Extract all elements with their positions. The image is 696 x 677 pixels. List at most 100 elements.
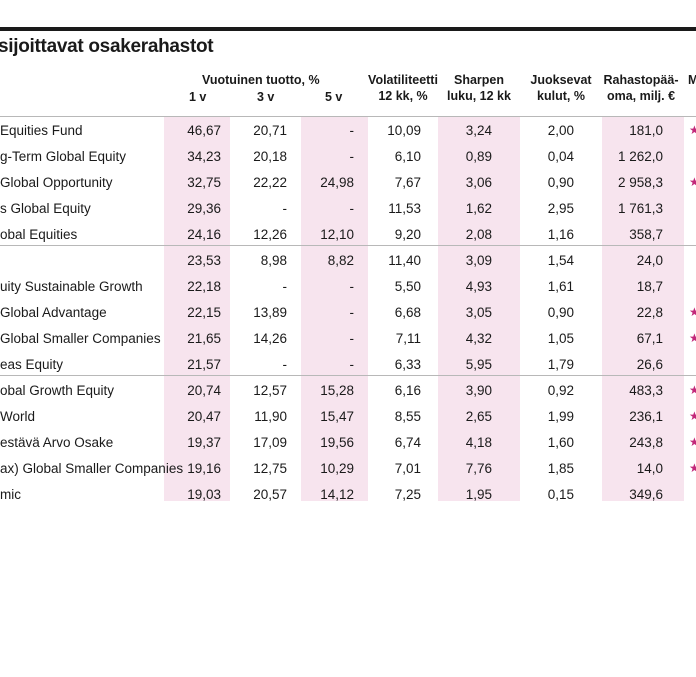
header-fees: Juoksevat kulut, % [520,72,602,104]
cell-y1: 20,47 [187,409,221,424]
cell-y1: 21,65 [187,331,221,346]
table-row: eas Equity 21,57 - - 6,33 5,95 1,79 26,6 [0,352,696,378]
cell-assets: 236,1 [629,409,663,424]
cell-sharpe: 2,65 [465,409,492,424]
rating-star-icon: ★ [689,409,696,423]
rating-star-icon: ★ [689,123,696,137]
cell-fees: 0,04 [547,149,574,164]
header-assets-line2: oma, milj. € [606,89,676,103]
cell-fees: 0,90 [547,175,574,190]
cell-y1: 34,23 [187,149,221,164]
cell-vol: 6,68 [394,305,421,320]
cell-y5: 14,12 [320,487,354,502]
cell-assets: 1 761,3 [617,201,663,216]
shade-assets [602,117,684,501]
cell-y5: - [349,149,355,164]
cell-name: Global Opportunity [0,175,113,190]
cell-assets: 483,3 [629,383,663,398]
cell-y3: - [282,201,288,216]
header-return-group: Vuotuinen tuotto, % [202,73,320,87]
header-fees-line2: kulut, % [537,89,585,103]
shade-sharpe [438,117,520,501]
header-volatility-line2: 12 kk, % [378,89,428,103]
cell-fees: 1,05 [547,331,574,346]
cell-name: World [0,409,36,424]
cell-sharpe: 3,05 [465,305,492,320]
header-sharpe-line1: Sharpen [453,73,504,87]
cell-fees: 1,54 [547,253,574,268]
cell-y3: 12,57 [253,383,287,398]
shade-5v [301,117,368,501]
cell-y1: 19,16 [187,461,221,476]
cell-name: uity Sustainable Growth [0,279,143,294]
table-row: Global Opportunity 32,75 22,22 24,98 7,67 3,0… [0,170,696,196]
table-row: obal Growth Equity 20,74 12,57 15,28 6,16 3,9… [0,378,696,404]
header-fees-line1: Juoksevat [530,73,592,87]
cell-y1: 29,36 [187,201,221,216]
table-row: obal Equities 24,16 12,26 12,10 9,20 2,08 1,16… [0,222,696,248]
cell-sharpe: 3,06 [465,175,492,190]
cell-fees: 1,60 [547,435,574,450]
cell-fees: 2,95 [547,201,574,216]
cell-vol: 11,40 [388,253,421,268]
cell-y1: 19,03 [187,487,221,502]
cell-fees: 0,92 [547,383,574,398]
cell-vol: 8,55 [394,409,421,424]
header-3v: 3 v [257,90,275,104]
table-row: Equities Fund 46,67 20,71 - 10,09 3,24 2,00 181… [0,118,696,144]
cell-assets: 24,0 [636,253,663,268]
cell-y3: 17,09 [253,435,287,450]
cell-vol: 7,25 [394,487,421,502]
cell-vol: 7,11 [395,331,421,346]
cell-sharpe: 5,95 [465,357,492,372]
cell-fees: 1,85 [547,461,574,476]
cell-vol: 11,53 [388,201,421,216]
cell-assets: 67,1 [636,331,663,346]
cell-name: obal Equities [0,227,78,242]
cell-name: eas Equity [0,357,64,372]
cell-name: ax) Global Smaller Companies [0,461,184,476]
cell-y5: 8,82 [327,253,354,268]
header-assets-line1: Rahastopää- [603,73,679,87]
cell-y5: - [349,279,355,294]
top-rule [0,27,696,31]
rating-star-icon: ★ [689,461,696,475]
rating-star-icon: ★ [689,435,696,449]
cell-name: s Global Equity [0,201,91,216]
table-row: g-Term Global Equity 34,23 20,18 - 6,10 0,89 0… [0,144,696,170]
header-divider [0,116,696,117]
rating-star-icon: ★ [689,305,696,319]
cell-assets: 26,6 [636,357,663,372]
cell-y1: 32,75 [187,175,221,190]
cell-y3: 11,90 [254,409,287,424]
header-sharpe: Sharpen luku, 12 kk [440,72,518,104]
cell-assets: 349,6 [629,487,663,502]
table-row: Global Smaller Companies 21,65 14,26 - 7,11 4… [0,326,696,352]
cell-sharpe: 4,93 [465,279,492,294]
header-5v: 5 v [325,90,343,104]
rating-star-icon: ★ [689,383,696,397]
group-divider-1 [0,245,696,246]
cell-vol: 6,10 [394,149,421,164]
cell-sharpe: 4,32 [465,331,492,346]
header-sharpe-line2: luku, 12 kk [447,89,511,103]
header-1v: 1 v [189,90,207,104]
cell-name: mic [0,487,21,502]
cell-vol: 6,33 [394,357,421,372]
cell-vol: 10,09 [387,123,421,138]
cell-y5: - [349,201,355,216]
cell-sharpe: 4,18 [465,435,492,450]
cell-name: Global Advantage [0,305,107,320]
header-assets: Rahastopää- oma, milj. € [596,72,686,104]
table-row: Global Advantage 22,15 13,89 - 6,68 3,05 0,90 2… [0,300,696,326]
cell-fees: 1,61 [547,279,574,294]
cell-y1: 23,53 [187,253,221,268]
cell-y5: 19,56 [320,435,354,450]
cell-sharpe: 1,62 [465,201,492,216]
cell-y1: 24,16 [187,227,221,242]
cell-assets: 14,0 [636,461,663,476]
cell-y3: - [282,279,288,294]
cell-y3: 14,26 [253,331,287,346]
cell-y5: 12,10 [320,227,354,242]
cell-vol: 7,01 [394,461,421,476]
